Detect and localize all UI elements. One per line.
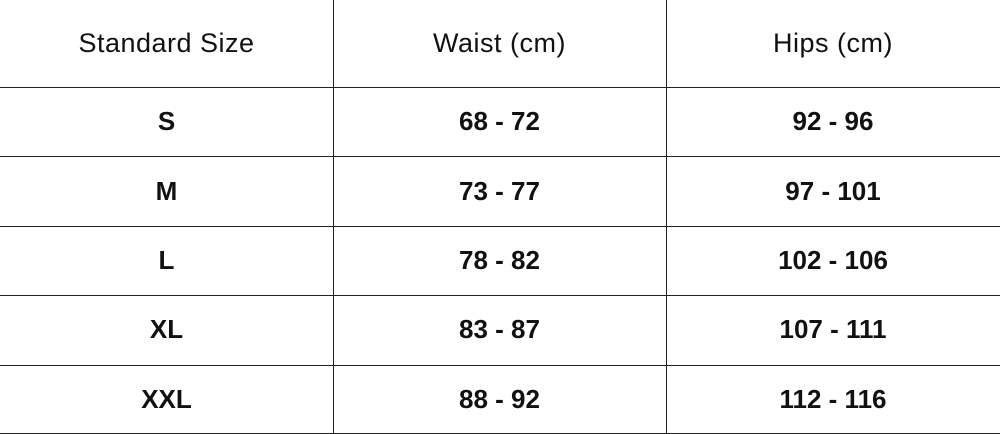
row-divider [0, 87, 1000, 88]
row-divider [0, 365, 1000, 366]
column-divider [666, 0, 667, 434]
row-divider [0, 295, 1000, 296]
table-cell: XL [149, 314, 184, 345]
table-cell: 112 - 116 [779, 383, 887, 414]
table-cell: XXL [141, 383, 192, 414]
table-cell: 78 - 82 [459, 244, 540, 275]
table-cell: 92 - 96 [792, 106, 874, 137]
table-cell: 68 - 72 [459, 106, 540, 137]
row-divider [0, 156, 1000, 157]
table-cell: S [157, 106, 176, 137]
table-cell: 97 - 101 [785, 175, 881, 206]
row-divider [0, 226, 1000, 227]
column-divider [333, 0, 334, 434]
table-cell: L [158, 244, 175, 275]
table-cell: 83 - 87 [459, 314, 540, 345]
table-cell: 102 - 106 [778, 244, 888, 275]
table-cell: 107 - 111 [779, 314, 887, 345]
header-cell: Standard Size [78, 28, 255, 58]
header-cell: Hips (cm) [773, 28, 893, 58]
header-cell: Waist (cm) [433, 28, 566, 58]
table-cell: 73 - 77 [459, 175, 540, 206]
table-cell: M [155, 175, 178, 206]
table-cell: 88 - 92 [459, 383, 540, 414]
